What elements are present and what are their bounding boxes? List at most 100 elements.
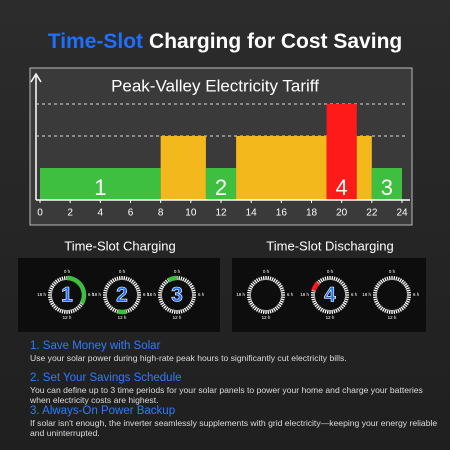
clock-dial-tick: [280, 289, 285, 292]
clock-dial-tick: [53, 281, 57, 285]
clock-dial-tick: [61, 276, 64, 281]
clock-dial-tick: [336, 278, 341, 283]
clock-dial-tick: [375, 284, 380, 289]
clock-dial-tick: [274, 306, 279, 311]
clock-dial-tick: [403, 282, 408, 287]
graphic: Time-Slot Charging for Cost Saving Peak-V…: [18, 30, 426, 332]
clock-dial-tick: [406, 291, 411, 294]
clock-dial-tick: [338, 306, 343, 311]
clock-dial-tick: [272, 278, 277, 283]
clock-dial-tick: [136, 298, 141, 301]
segment-label: 3: [381, 175, 393, 200]
clock-dial-tick: [48, 298, 53, 301]
clock-dial-tick: [171, 309, 174, 314]
clock-dial-tick: [73, 307, 78, 312]
clock-dial-tick: [278, 284, 283, 289]
clock-dial-tick: [159, 300, 164, 303]
clock-dial-tick: [247, 289, 252, 292]
clock-dial-tick: [267, 309, 270, 314]
clock-dial-tick: [317, 306, 322, 311]
clock-dial-tick: [324, 276, 327, 281]
clock-dial-tick: [317, 279, 322, 284]
clock-dial-tick: [135, 287, 140, 290]
clock-dial-tick: [160, 301, 165, 306]
clock-dial-tick: [400, 306, 405, 311]
clock-dial-tick: [250, 282, 255, 287]
clock-dial-tick: [54, 306, 59, 311]
tariff-bar: [160, 136, 206, 200]
clock-dial-tick: [191, 298, 196, 301]
clock-dial-tick: [161, 303, 166, 308]
clock-hour-label: 6 h: [351, 292, 358, 297]
x-tick-label: 22: [366, 208, 378, 219]
clock-dial-tick: [75, 306, 80, 311]
clock-dial-tick: [260, 309, 263, 314]
clock-dial-tick: [344, 291, 349, 294]
clock-dial-tick: [342, 284, 347, 289]
clock-dial-tick: [393, 309, 396, 314]
clock-dial-tick: [378, 281, 382, 285]
clock-dial-tick: [384, 277, 387, 282]
x-tick-label: 14: [246, 208, 258, 219]
clock-dial-tick: [103, 289, 108, 292]
section-body: Use your solar power during high-rate pe…: [30, 353, 347, 363]
clock-dial-tick: [373, 296, 378, 299]
clock-dial-tick: [53, 305, 57, 309]
clock-dial-tick: [108, 305, 112, 309]
clock-dial-tick: [326, 276, 329, 281]
clock-dial-tick: [279, 287, 284, 290]
clock-dial-tick: [395, 309, 398, 314]
clock-dial-tick: [109, 279, 114, 284]
clock-hour-label: 0 h: [174, 269, 181, 274]
clock-dial-tick: [258, 308, 261, 313]
clock-dial-tick: [280, 291, 285, 294]
clock-hour-label: 6 h: [88, 292, 95, 297]
tariff-bar: [236, 136, 327, 200]
clock-dial-tick: [190, 300, 195, 303]
clock-hour-label: 12 h: [63, 315, 72, 320]
clock-dial-tick: [403, 303, 408, 308]
clock-dial-tick: [319, 278, 324, 283]
clock-dial-tick: [324, 309, 327, 314]
clock-dial-tick: [128, 278, 133, 283]
clock-dial-tick: [173, 309, 176, 314]
clock-dial-tick: [125, 276, 128, 281]
clock-dial-tick: [182, 308, 185, 313]
y-axis-arrow: [30, 72, 42, 83]
clock-dial-tick: [311, 296, 316, 299]
x-tick-label: 10: [185, 208, 197, 219]
clock-dial-tick: [313, 301, 318, 306]
clock-dial-tick: [189, 284, 194, 289]
clock-dial-tick: [276, 281, 280, 285]
clock-dial-tick: [395, 276, 398, 281]
clock-dial-tick: [376, 282, 381, 287]
clock-dial-tick: [276, 305, 280, 309]
clock-dial-tick: [127, 277, 130, 282]
clock-dial-tick: [183, 278, 188, 283]
clock-dial-tick: [190, 287, 195, 290]
clock-dial-tick: [374, 287, 379, 290]
clock-dial-tick: [104, 287, 109, 290]
clock-dial-tick: [379, 279, 384, 284]
clock-dial-tick: [274, 279, 279, 284]
clock-dial-tick: [388, 309, 391, 314]
clock-dial-tick: [103, 291, 108, 294]
clock-hour-label: 12 h: [326, 315, 335, 320]
clock-hour-label: 18 h: [92, 292, 101, 297]
clock-dial-tick: [56, 307, 61, 312]
clock-hour-label: 0 h: [263, 269, 270, 274]
clock-hour-label: 18 h: [147, 292, 156, 297]
clock-dial-tick: [375, 301, 380, 306]
clock-dial-tick: [341, 303, 346, 308]
x-tick-label: 8: [158, 208, 164, 219]
clock-dial-tick: [378, 305, 382, 309]
clock-dial-tick: [260, 276, 263, 281]
clock-dial-tick: [158, 298, 163, 301]
clock-dial-tick: [106, 303, 111, 308]
clock-dial-tick: [258, 277, 261, 282]
tariff-bar: [205, 168, 237, 200]
clock-dial-tick: [269, 309, 272, 314]
clock-dial-tick: [386, 276, 389, 281]
clock-hour-label: 12 h: [388, 315, 397, 320]
